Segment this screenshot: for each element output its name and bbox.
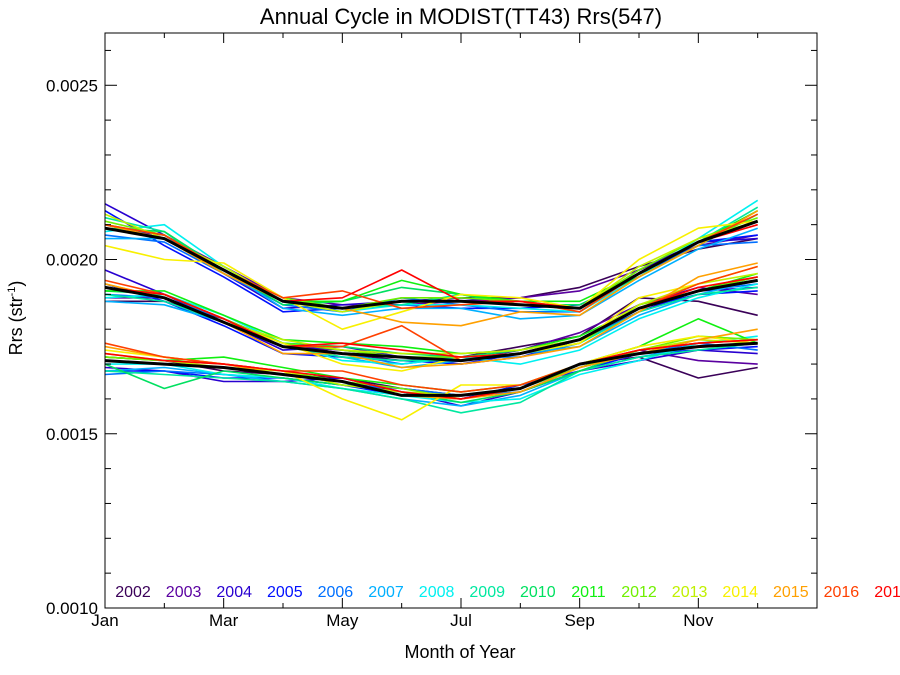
y-tick-label: 0.0010 — [46, 599, 98, 618]
series-line-2014-upper — [104, 220, 758, 331]
chart-title: Annual Cycle in MODIST(TT43) Rrs(547) — [260, 4, 662, 29]
legend-label-2015: 2015 — [773, 584, 809, 601]
y-axis-label: Rrs (str-1) — [6, 281, 26, 356]
legend-label-2009: 2009 — [469, 584, 505, 601]
y-axis-label-close: ) — [6, 281, 26, 287]
series-line-2009-lower — [104, 342, 758, 414]
legend-label-2014: 2014 — [722, 584, 758, 601]
series-line-mean-lower — [104, 341, 758, 397]
legend-label-2003: 2003 — [166, 584, 202, 601]
y-tick-label: 0.0020 — [46, 251, 98, 270]
series-line-mean-upper — [104, 219, 759, 310]
legend-label-2016: 2016 — [824, 584, 860, 601]
legend-label-2010: 2010 — [520, 584, 556, 601]
y-tick-label: 0.0015 — [46, 425, 98, 444]
legend-label-2008: 2008 — [419, 584, 455, 601]
series-line-2008-lower — [105, 335, 758, 404]
y-tick-label: 0.0025 — [46, 76, 98, 95]
legend-label-2004: 2004 — [216, 584, 252, 601]
x-tick-label: May — [326, 611, 359, 630]
legend-label-2002: 2002 — [115, 584, 151, 601]
x-tick-label: Jan — [91, 611, 118, 630]
y-axis-label-main: Rrs (str — [6, 296, 26, 355]
legend-label-2011: 2011 — [571, 584, 606, 601]
x-tick-label: Mar — [209, 611, 239, 630]
x-tick-label: Nov — [683, 611, 714, 630]
legend-label-2012: 2012 — [621, 584, 657, 601]
series-line-2015-upper — [104, 210, 759, 327]
legend: 2002 2003 2004 2005 2006 2007 2008 2009 2010 2011… — [115, 584, 900, 601]
legend-label-2017: 2017 — [874, 584, 900, 601]
x-axis-label: Month of Year — [404, 642, 515, 662]
legend-label-2007: 2007 — [368, 584, 404, 601]
x-tick-label: Jul — [450, 611, 472, 630]
x-tick-label: Sep — [565, 611, 595, 630]
series-line-mean-middle — [104, 278, 758, 363]
legend-label-2013: 2013 — [672, 584, 708, 601]
plot-area — [104, 199, 759, 421]
y-axis-label-sup: -1 — [6, 287, 18, 297]
axes: Jan Mar May Jul Sep Nov 0.0010 0.0015 0.0020 0.00… — [46, 32, 818, 630]
legend-label-2005: 2005 — [267, 584, 303, 601]
series-line-2008-upper — [104, 199, 759, 313]
legend-label-2006: 2006 — [318, 584, 354, 601]
